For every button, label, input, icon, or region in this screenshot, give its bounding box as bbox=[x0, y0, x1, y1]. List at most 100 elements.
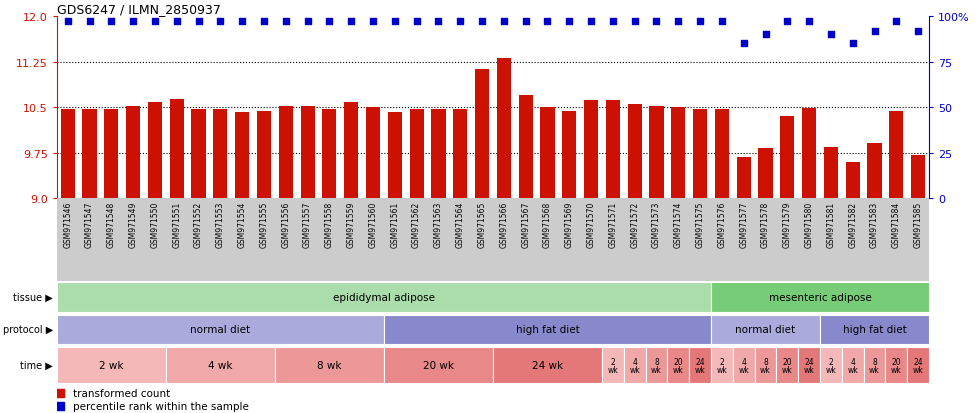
Text: percentile rank within the sample: percentile rank within the sample bbox=[73, 401, 248, 411]
Text: GSM971573: GSM971573 bbox=[652, 201, 661, 247]
Point bbox=[627, 19, 643, 26]
Bar bbox=[563, 112, 576, 199]
Bar bbox=[274, 347, 384, 383]
Bar bbox=[384, 347, 493, 383]
Text: protocol ▶: protocol ▶ bbox=[3, 325, 53, 335]
Point bbox=[649, 19, 664, 26]
Bar bbox=[889, 112, 904, 199]
Bar bbox=[776, 347, 798, 383]
Text: GSM971551: GSM971551 bbox=[172, 201, 181, 247]
Point bbox=[60, 19, 75, 26]
Bar bbox=[842, 347, 863, 383]
Point bbox=[430, 19, 446, 26]
Bar bbox=[384, 315, 711, 344]
Text: 4
wk: 4 wk bbox=[629, 357, 640, 374]
Point bbox=[889, 19, 905, 26]
Text: 20
wk: 20 wk bbox=[782, 357, 793, 374]
Text: GSM971547: GSM971547 bbox=[85, 201, 94, 247]
Text: GSM971582: GSM971582 bbox=[849, 201, 858, 247]
Point bbox=[387, 19, 403, 26]
Text: 8
wk: 8 wk bbox=[651, 357, 662, 374]
Point bbox=[823, 32, 839, 38]
Text: time ▶: time ▶ bbox=[21, 360, 53, 370]
Text: GSM971560: GSM971560 bbox=[368, 201, 377, 247]
Text: GSM971562: GSM971562 bbox=[413, 201, 421, 247]
Bar bbox=[907, 347, 929, 383]
Bar bbox=[602, 347, 624, 383]
Bar bbox=[886, 347, 907, 383]
Text: GSM971577: GSM971577 bbox=[739, 201, 748, 247]
Text: GSM971580: GSM971580 bbox=[805, 201, 813, 247]
Bar bbox=[710, 347, 733, 383]
Bar bbox=[863, 347, 886, 383]
Bar bbox=[820, 315, 929, 344]
Text: 20
wk: 20 wk bbox=[673, 357, 684, 374]
Point bbox=[343, 19, 359, 26]
Text: 8 wk: 8 wk bbox=[318, 360, 342, 370]
Text: GSM971549: GSM971549 bbox=[128, 201, 137, 247]
Point bbox=[562, 19, 577, 26]
Text: 20 wk: 20 wk bbox=[423, 360, 454, 370]
Text: epididymal adipose: epididymal adipose bbox=[333, 292, 435, 302]
Bar bbox=[166, 347, 274, 383]
Bar bbox=[518, 96, 533, 199]
Text: 8
wk: 8 wk bbox=[760, 357, 771, 374]
Bar bbox=[57, 282, 711, 312]
Text: GSM971550: GSM971550 bbox=[151, 201, 160, 247]
Bar bbox=[867, 144, 882, 199]
Bar bbox=[301, 107, 315, 199]
Point bbox=[517, 19, 533, 26]
Point bbox=[234, 19, 250, 26]
Text: GSM971559: GSM971559 bbox=[347, 201, 356, 247]
Bar bbox=[667, 347, 689, 383]
Point bbox=[910, 28, 926, 35]
Point bbox=[714, 19, 730, 26]
Text: mesenteric adipose: mesenteric adipose bbox=[768, 292, 871, 302]
Text: GSM971581: GSM971581 bbox=[826, 201, 835, 247]
Text: GSM971567: GSM971567 bbox=[521, 201, 530, 247]
Bar bbox=[82, 109, 97, 199]
Text: 4 wk: 4 wk bbox=[208, 360, 232, 370]
Text: 24
wk: 24 wk bbox=[804, 357, 814, 374]
Text: GSM971570: GSM971570 bbox=[587, 201, 596, 247]
Bar bbox=[410, 110, 423, 199]
Text: 20
wk: 20 wk bbox=[891, 357, 902, 374]
Point bbox=[453, 19, 468, 26]
Text: GSM971569: GSM971569 bbox=[564, 201, 573, 247]
Text: GSM971564: GSM971564 bbox=[456, 201, 465, 247]
Point bbox=[256, 19, 271, 26]
Point bbox=[802, 19, 817, 26]
Bar bbox=[540, 108, 555, 199]
Point bbox=[496, 19, 512, 26]
Text: GSM971583: GSM971583 bbox=[870, 201, 879, 247]
Text: 2
wk: 2 wk bbox=[716, 357, 727, 374]
Bar bbox=[606, 100, 620, 199]
Bar bbox=[126, 107, 140, 199]
Text: GSM971565: GSM971565 bbox=[477, 201, 486, 247]
Bar bbox=[689, 347, 711, 383]
Bar bbox=[733, 347, 755, 383]
Bar bbox=[646, 347, 667, 383]
Bar bbox=[846, 162, 859, 199]
Bar bbox=[235, 113, 249, 199]
Bar bbox=[737, 157, 751, 199]
Text: GSM971574: GSM971574 bbox=[674, 201, 683, 247]
Bar bbox=[802, 108, 816, 199]
Bar bbox=[710, 282, 929, 312]
Bar bbox=[322, 109, 336, 199]
Text: 4
wk: 4 wk bbox=[738, 357, 749, 374]
Bar bbox=[497, 59, 511, 199]
Point bbox=[104, 19, 120, 26]
Text: GSM971546: GSM971546 bbox=[64, 201, 73, 247]
Text: 24
wk: 24 wk bbox=[695, 357, 706, 374]
Bar bbox=[627, 105, 642, 199]
Bar bbox=[388, 113, 402, 199]
Point bbox=[758, 32, 773, 38]
Point bbox=[213, 19, 228, 26]
Text: GSM971571: GSM971571 bbox=[609, 201, 617, 247]
Text: GSM971548: GSM971548 bbox=[107, 201, 116, 247]
Point bbox=[278, 19, 294, 26]
Text: GSM971575: GSM971575 bbox=[696, 201, 705, 247]
Point bbox=[125, 19, 141, 26]
Point bbox=[779, 19, 795, 26]
